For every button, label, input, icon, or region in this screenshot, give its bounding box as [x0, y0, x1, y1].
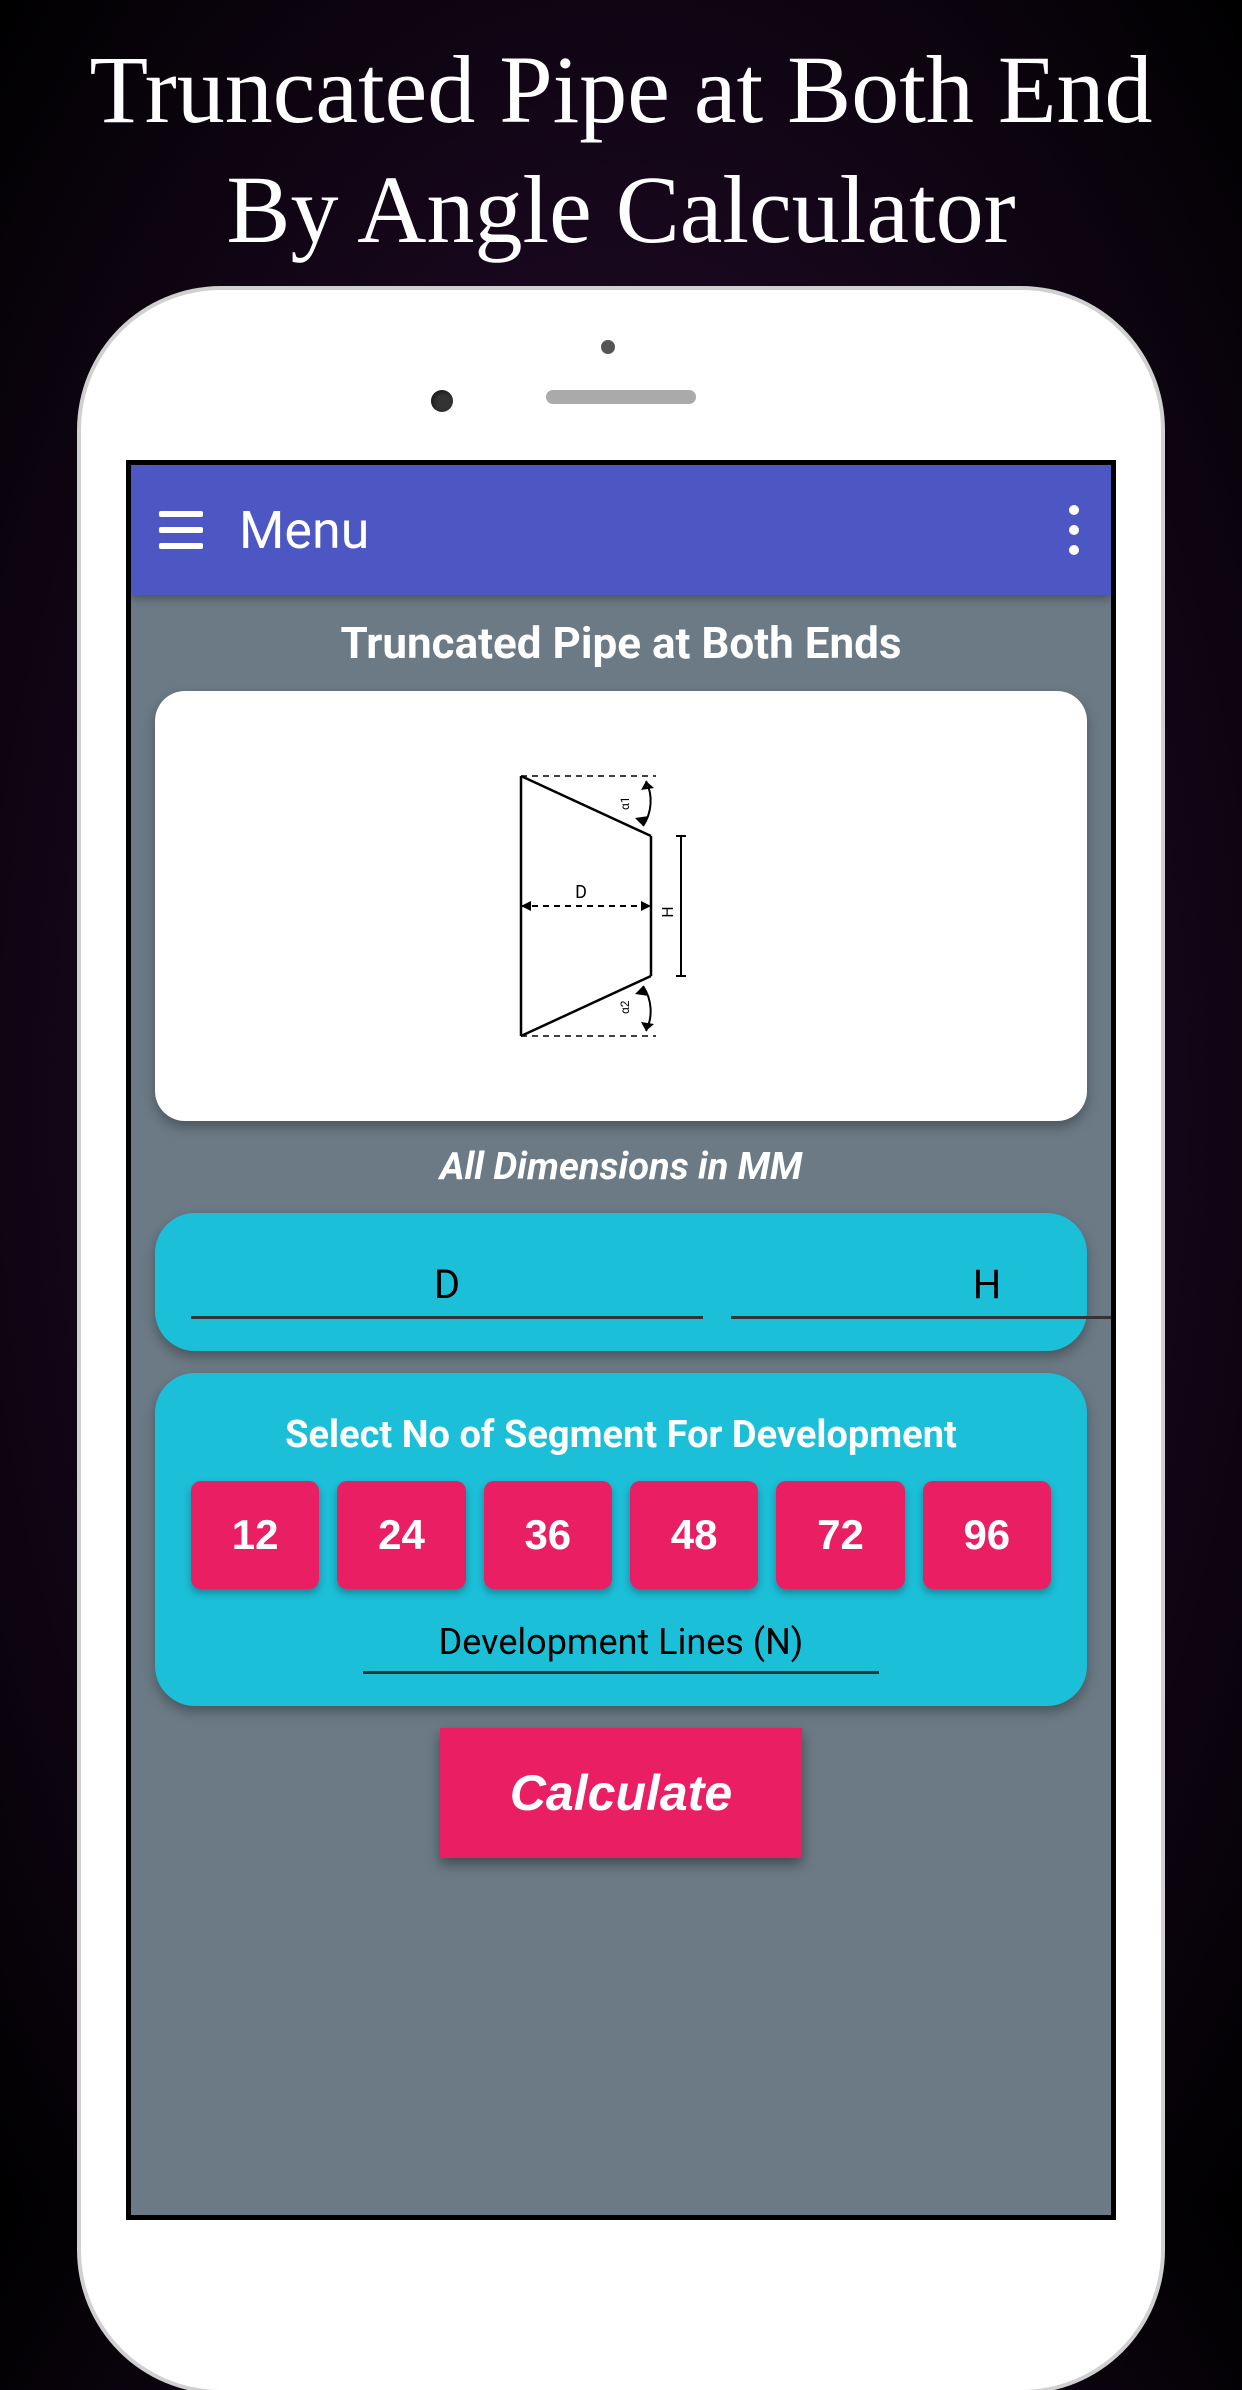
segment-48-button[interactable]: 48 — [630, 1481, 758, 1589]
more-vert-icon[interactable] — [1069, 505, 1079, 555]
pipe-diagram-icon: D H α1 α2 — [481, 746, 761, 1066]
svg-text:α1: α1 — [618, 796, 632, 810]
phone-camera — [431, 390, 453, 412]
app-bar: Menu — [131, 465, 1111, 595]
phone-screen: Menu Truncated Pipe at Both Ends — [126, 460, 1116, 2220]
phone-frame: Menu Truncated Pipe at Both Ends — [81, 290, 1161, 2390]
promo-title: Truncated Pipe at Both End By Angle Calc… — [0, 0, 1242, 270]
hamburger-icon[interactable] — [159, 511, 203, 549]
segments-label: Select No of Segment For Development — [191, 1413, 1051, 1457]
section-title: Truncated Pipe at Both Ends — [155, 595, 1087, 691]
segment-96-button[interactable]: 96 — [923, 1481, 1051, 1589]
segment-72-button[interactable]: 72 — [776, 1481, 904, 1589]
development-lines-input[interactable] — [363, 1613, 879, 1674]
segment-36-button[interactable]: 36 — [484, 1481, 612, 1589]
svg-text:H: H — [658, 906, 677, 917]
promo-title-line2: By Angle Calculator — [226, 156, 1015, 263]
dimensions-input-card — [155, 1213, 1087, 1351]
phone-speaker — [546, 390, 696, 404]
dimensions-input-row — [191, 1253, 1051, 1319]
calculate-button[interactable]: Calculate — [440, 1728, 802, 1858]
svg-text:D: D — [575, 882, 587, 903]
d-input[interactable] — [191, 1253, 703, 1319]
diagram-card: D H α1 α2 — [155, 691, 1087, 1121]
content-area: Truncated Pipe at Both Ends D — [131, 595, 1111, 1858]
segments-row: 12 24 36 48 72 96 — [191, 1481, 1051, 1589]
segment-12-button[interactable]: 12 — [191, 1481, 319, 1589]
h-input[interactable] — [731, 1253, 1116, 1319]
segment-24-button[interactable]: 24 — [337, 1481, 465, 1589]
dimensions-note: All Dimensions in MM — [155, 1121, 1087, 1213]
segments-card: Select No of Segment For Development 12 … — [155, 1373, 1087, 1706]
app-bar-title: Menu — [239, 500, 369, 561]
svg-text:α2: α2 — [618, 1000, 632, 1014]
promo-title-line1: Truncated Pipe at Both End — [89, 36, 1152, 143]
